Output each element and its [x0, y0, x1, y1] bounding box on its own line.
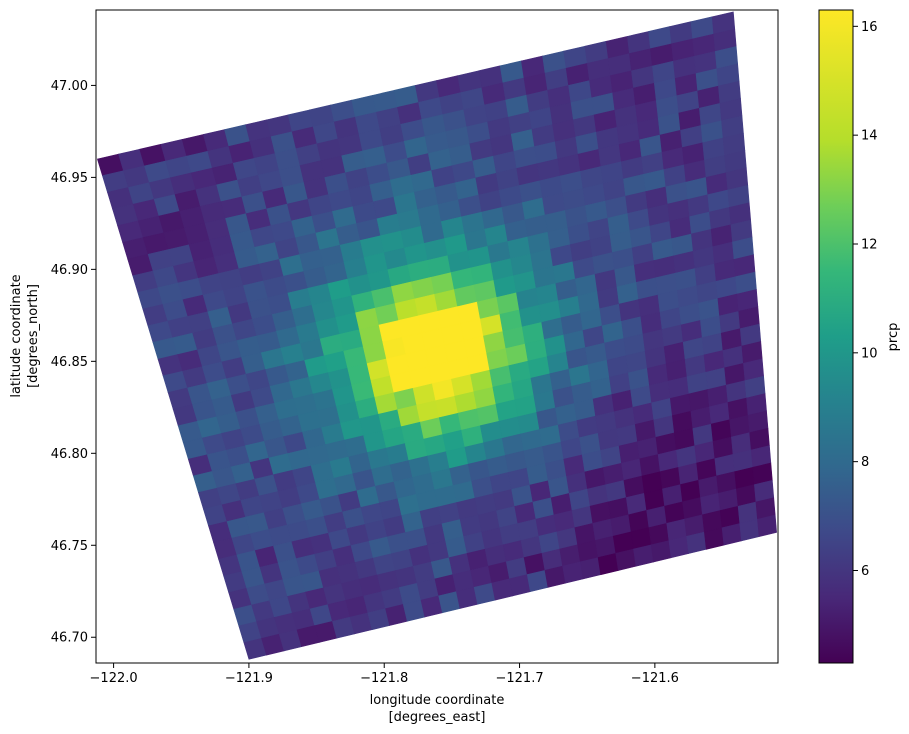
y-tick-label: 46.75 — [51, 539, 88, 554]
x-tick-label: −122.0 — [90, 671, 138, 686]
y-axis-units: [degrees_north] — [26, 284, 41, 388]
colorbar-label: prcp — [886, 323, 901, 352]
x-axis-label: longitude coordinate — [370, 693, 505, 708]
heatmap-cell — [757, 514, 777, 538]
y-tick-label: 46.90 — [51, 263, 88, 278]
x-axis-units: [degrees_east] — [389, 710, 486, 725]
colorbar-tick-label: 8 — [861, 455, 869, 470]
x-tick-label: −121.7 — [495, 671, 543, 686]
y-tick-label: 46.95 — [51, 171, 88, 186]
y-axis-label: latitude coordinate — [9, 274, 24, 397]
colorbar-tick-label: 6 — [861, 564, 869, 579]
y-tick-label: 46.85 — [51, 355, 88, 370]
heatmap-cells — [96, 11, 777, 660]
x-tick-label: −121.9 — [225, 671, 273, 686]
x-tick-label: −121.6 — [631, 671, 679, 686]
y-tick-label: 46.80 — [51, 447, 88, 462]
y-axis: 46.70 46.75 46.80 46.85 46.90 46.95 47.00 — [51, 79, 96, 646]
colorbar-tick-label: 12 — [861, 237, 878, 252]
colorbar-gradient — [818, 9, 854, 664]
colorbar-tick-label: 14 — [861, 129, 878, 144]
colorbar-tick-label: 10 — [861, 346, 878, 361]
x-tick-label: −121.8 — [360, 671, 408, 686]
colorbar-tick-label: 16 — [861, 20, 878, 35]
y-tick-label: 46.70 — [51, 631, 88, 646]
colorbar: 6 8 10 12 14 16 prcp — [818, 9, 901, 664]
x-axis: −122.0 −121.9 −121.8 −121.7 −121.6 — [90, 663, 679, 686]
plot-frame — [95, 9, 779, 664]
y-tick-label: 47.00 — [51, 79, 88, 94]
colorbar-ticks: 6 8 10 12 14 16 — [853, 20, 878, 579]
heatmap-cell — [473, 582, 496, 605]
